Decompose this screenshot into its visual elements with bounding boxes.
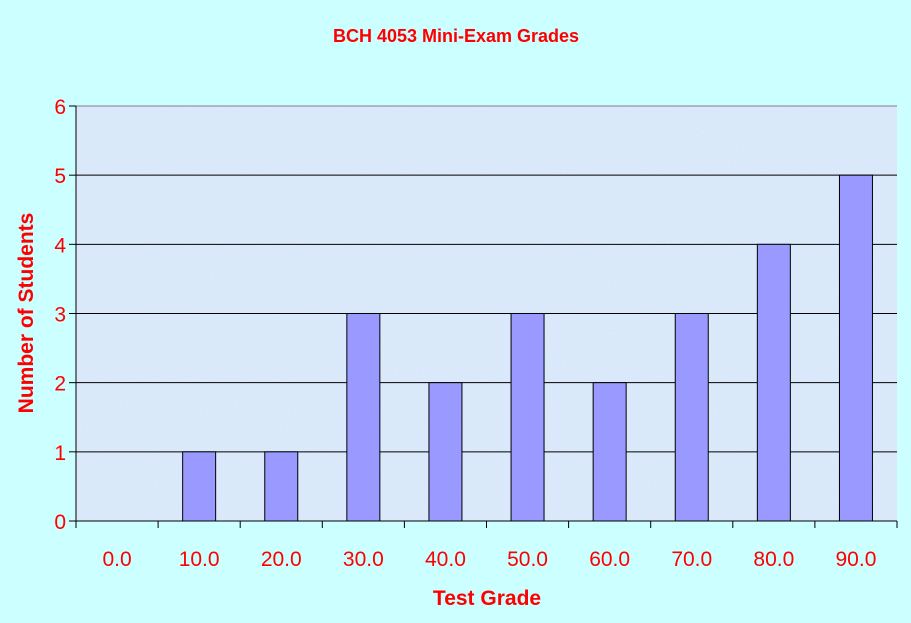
x-tick-label: 90.0 <box>836 548 877 571</box>
x-tick-label: 20.0 <box>261 548 302 571</box>
y-tick-label: 3 <box>54 304 66 327</box>
x-tick-label: 30.0 <box>343 548 384 571</box>
y-tick-label: 6 <box>54 96 66 119</box>
x-tick-label: 10.0 <box>179 548 220 571</box>
x-axis-label: Test Grade <box>433 587 541 610</box>
bar-50.0 <box>510 313 545 522</box>
x-tick-label: 80.0 <box>753 548 794 571</box>
bar-40.0 <box>428 382 463 522</box>
bar-70.0 <box>674 313 709 522</box>
x-tick-label: 50.0 <box>507 548 548 571</box>
x-tick-label: 70.0 <box>671 548 712 571</box>
x-tick-label: 60.0 <box>589 548 630 571</box>
y-tick-label: 0 <box>54 511 66 534</box>
chart-title: BCH 4053 Mini-Exam Grades <box>333 26 579 46</box>
x-tick-label: 40.0 <box>425 548 466 571</box>
bar-90.0 <box>838 174 873 522</box>
bar-20.0 <box>264 451 299 522</box>
x-tick-label: 0.0 <box>102 548 131 571</box>
bar-10.0 <box>182 451 217 522</box>
bar-30.0 <box>346 313 381 522</box>
y-tick-label: 5 <box>54 165 66 188</box>
y-tick-label: 1 <box>54 442 66 465</box>
y-tick-label: 2 <box>54 373 66 396</box>
y-tick-label: 4 <box>54 234 66 257</box>
bar-60.0 <box>592 382 627 522</box>
y-axis-label: Number of Students <box>15 213 38 414</box>
bar-80.0 <box>756 243 791 522</box>
